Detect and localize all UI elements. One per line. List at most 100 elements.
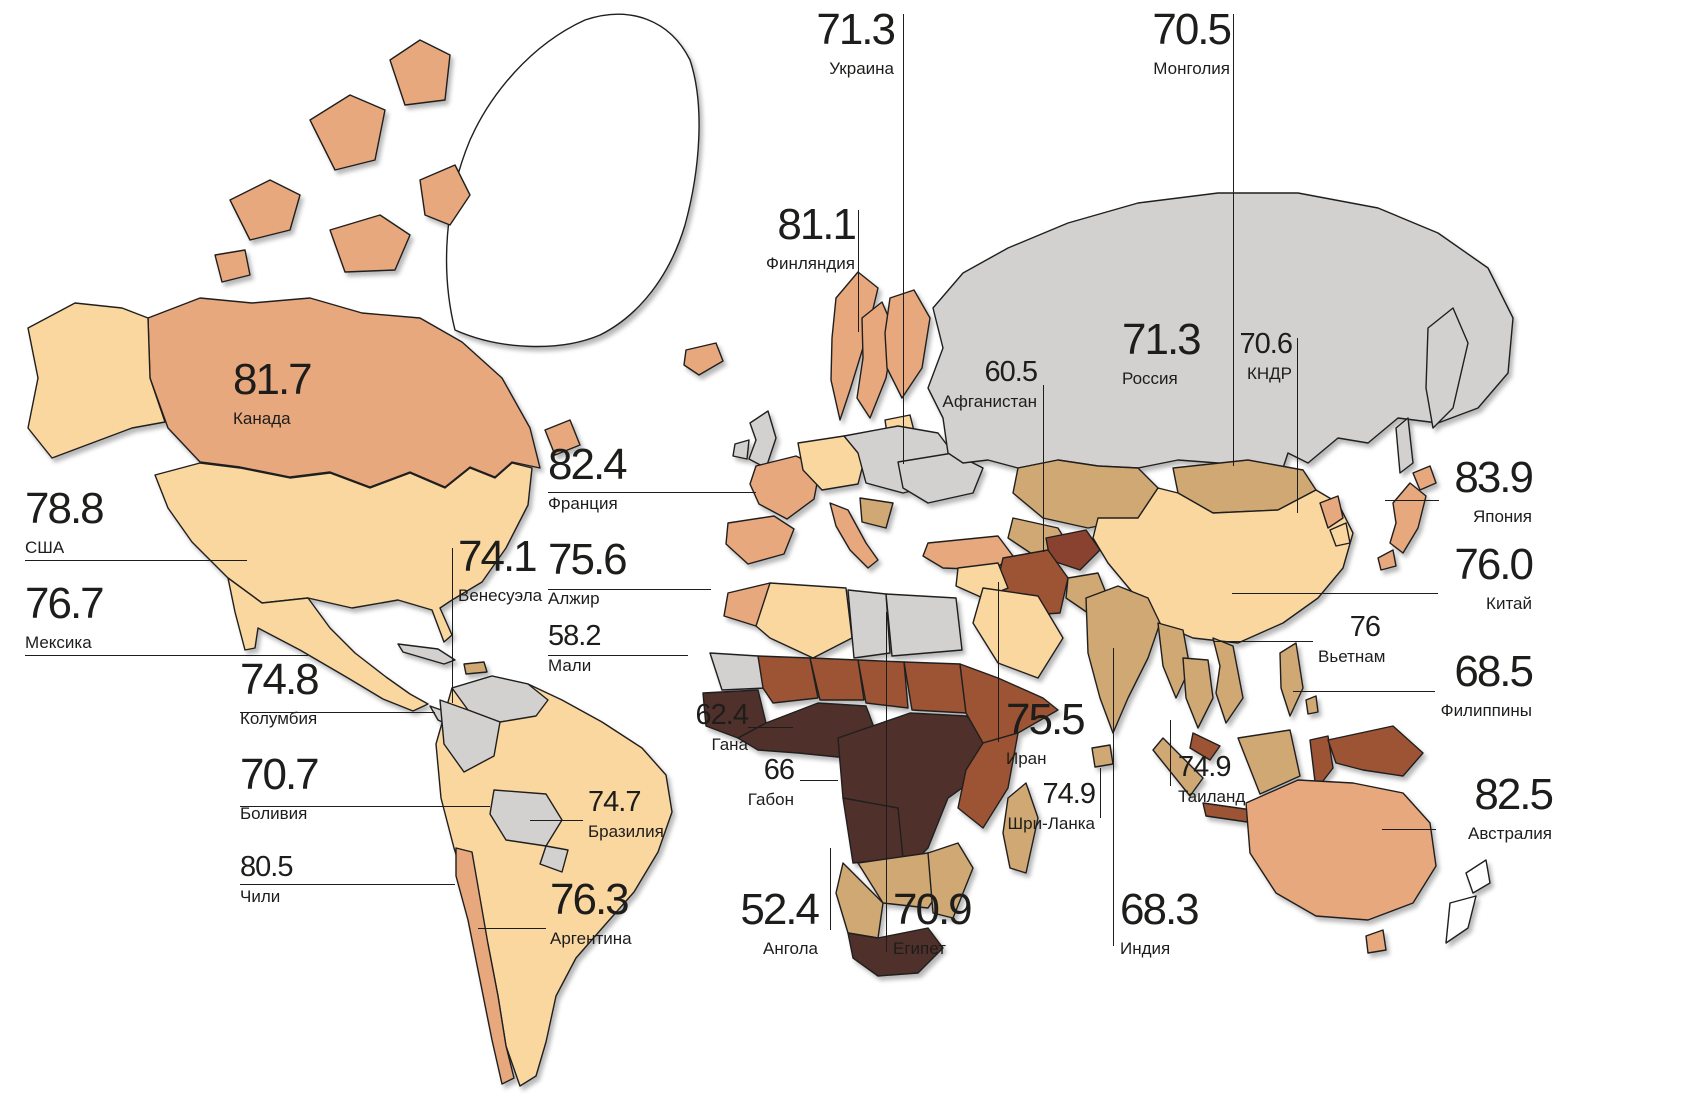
value-brazil: 74.7 [588,786,641,818]
island-borneo [1237,729,1301,795]
label-mongolia: 70.5 Монголия [1092,5,1232,78]
name-afghanistan: Афганистан [942,392,1037,411]
country-australia [1245,779,1437,921]
leader-line-china [1232,593,1438,594]
value-venezuela: 74.1 [458,532,538,581]
country-vietnam [1212,637,1244,724]
name-russia: Россия [1122,369,1178,388]
country-japan-hokkaido [1412,465,1437,491]
name-usa: США [25,538,65,557]
label-afghanistan: 60.5 Афганистан [925,358,1038,411]
country-algeria [755,582,853,659]
name-canada: Канада [233,409,291,428]
name-philippines: Филиппины [1440,701,1532,720]
value-australia: 82.5 [1474,770,1554,819]
leader-line-egypt [886,612,887,952]
name-gabon: Габон [747,790,794,809]
country-spain [725,515,795,565]
country-uk [748,410,777,469]
name-mongolia: Монголия [1153,59,1230,78]
label-argentina: 76.3 Аргентина [550,878,710,948]
value-north-korea: 70.6 [1239,328,1293,360]
country-iceland [683,342,724,376]
leader-line-australia [1382,829,1436,830]
leader-line-france [548,492,756,493]
country-angola [842,797,904,864]
label-ukraine: 71.3 Украина [762,8,896,78]
name-north-korea: КНДР [1246,364,1292,383]
canada-arctic-island [229,179,301,241]
value-mongolia: 70.5 [1152,5,1232,54]
label-bolivia: 70.7 Боливия [240,753,420,823]
label-france: 82.4 Франция [548,443,718,513]
country-thailand [1182,657,1214,729]
label-usa: 78.8 США [25,484,175,557]
label-japan: 83.9 Япония [1442,456,1534,526]
country-japan-kyushu [1377,549,1397,571]
name-ukraine: Украина [829,59,894,78]
country-myanmar [1157,622,1191,699]
leader-line-north-korea [1297,338,1298,513]
country-paraguay [539,845,569,873]
name-japan: Япония [1472,507,1532,526]
label-brazil: 74.7 Бразилия [588,786,718,841]
label-algeria: 75.6 Алжир [548,535,718,608]
name-angola: Ангола [762,939,818,958]
leader-line-india [1113,648,1114,946]
value-russia: 71.3 [1122,315,1202,364]
value-thailand: 74.9 [1178,751,1231,783]
leader-line-philippines [1293,691,1435,692]
country-south-korea [1329,522,1351,547]
label-venezuela: 74.1 Венесуэла [458,532,583,605]
country-mali [757,655,819,704]
region-arabia [972,587,1064,679]
label-north-korea: 70.6 КНДР [1192,328,1293,383]
country-norway [830,271,879,421]
country-mexico [227,577,429,712]
label-thailand: 74.9 Таиланд [1178,751,1278,806]
value-canada: 81.7 [233,355,313,404]
country-ireland [732,439,750,460]
leader-line-ghana [748,727,793,728]
value-mexico: 76.7 [25,579,105,628]
country-canada [147,297,541,488]
region-balkans [859,497,894,529]
country-france [749,455,821,520]
label-finland: 81.1 Финляндия [718,203,857,273]
leader-line-japan [1385,500,1439,501]
leader-line-thailand [1170,720,1171,786]
value-ghana: 62.4 [695,699,749,731]
name-australia: Австралия [1468,824,1552,843]
label-vietnam: 76 Вьетнам [1318,611,1385,666]
name-venezuela: Венесуэла [458,586,543,605]
leader-line-argentina [478,928,546,929]
leader-line-usa [25,560,247,561]
value-vietnam: 76 [1349,611,1381,643]
value-usa: 78.8 [25,484,105,533]
country-italy [829,502,879,569]
name-sri-lanka: Шри-Ланка [1007,814,1095,833]
country-niger [809,657,865,701]
country-mozambique [927,842,974,919]
leader-line-gabon [800,780,838,781]
country-philippines [1279,642,1304,717]
value-angola: 52.4 [740,885,820,934]
region-east-africa [957,732,1019,829]
name-finland: Финляндия [766,254,855,273]
name-bolivia: Боливия [240,804,308,823]
country-philippines-south [1305,695,1319,715]
country-greenland [445,13,700,348]
country-libya [847,589,891,659]
name-iran: Иран [1006,749,1047,768]
leader-line-colombia [240,712,435,713]
name-algeria: Алжир [548,589,600,608]
name-argentina: Аргентина [550,929,632,948]
value-algeria: 75.6 [548,535,628,584]
value-china: 76.0 [1454,540,1534,589]
label-india: 68.3 Индия [1120,885,1230,958]
label-china: 76.0 Китай [1442,540,1534,613]
value-india: 68.3 [1120,885,1200,934]
name-india: Индия [1120,939,1171,958]
region-alaska [27,302,166,459]
